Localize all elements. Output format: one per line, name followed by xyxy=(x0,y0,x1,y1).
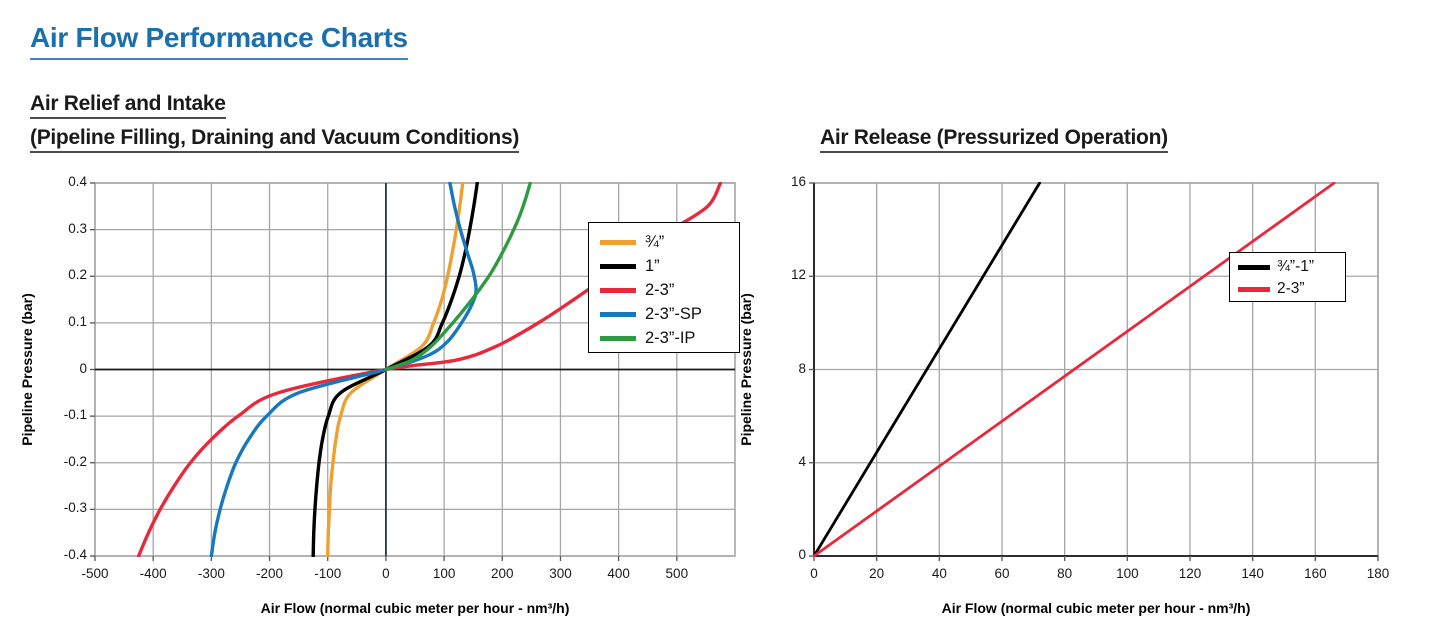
right-chart-legend: ¾”-1” 2-3” xyxy=(1229,252,1346,302)
chart-air-release-pressurized-operation: Pipeline Pressure (bar) Air Flow (normal… xyxy=(738,170,1431,630)
legend-item-label: ¾”-1” xyxy=(1277,258,1315,276)
x-tick-label: 60 xyxy=(994,566,1010,581)
y-tick-label: 0.4 xyxy=(68,174,87,189)
left-legend-item: 2-3”-SP xyxy=(589,302,739,326)
y-tick-label: 12 xyxy=(790,267,806,283)
y-tick-label: 0 xyxy=(79,360,87,376)
y-tick-label: 16 xyxy=(790,174,806,189)
x-tick-label: 80 xyxy=(1057,566,1073,581)
legend-item-label: 2-3” xyxy=(645,280,675,299)
legend-color-swatch xyxy=(600,239,636,245)
y-tick-label: 4 xyxy=(798,453,806,469)
y-tick-label: -0.3 xyxy=(63,500,87,516)
legend-color-swatch xyxy=(1238,286,1270,292)
page-title: Air Flow Performance Charts xyxy=(30,22,408,60)
legend-item-label: ¾” xyxy=(645,232,665,251)
y-tick-label: 0 xyxy=(798,547,806,562)
x-tick-label: 300 xyxy=(549,566,572,581)
x-tick-label: -500 xyxy=(81,566,109,581)
right-legend-item: 2-3” xyxy=(1230,278,1345,300)
y-tick-label: -0.1 xyxy=(63,407,87,423)
x-tick-label: 500 xyxy=(665,566,689,581)
right-legend-item: ¾”-1” xyxy=(1230,256,1345,278)
series-line xyxy=(209,182,478,557)
y-tick-label: 0.2 xyxy=(68,267,87,283)
x-tick-label: 100 xyxy=(1116,566,1139,581)
series-line xyxy=(813,182,1041,557)
x-tick-label: 20 xyxy=(869,566,885,581)
x-tick-label: 160 xyxy=(1304,566,1327,581)
y-tick-label: -0.4 xyxy=(63,547,87,562)
x-tick-label: 40 xyxy=(931,566,947,581)
x-tick-label: -100 xyxy=(314,566,342,581)
x-tick-label: 120 xyxy=(1178,566,1202,581)
right-chart-y-axis-label: Pipeline Pressure (bar) xyxy=(738,293,754,446)
legend-color-swatch xyxy=(1238,264,1270,270)
x-tick-label: 0 xyxy=(810,566,818,581)
y-tick-label: -0.2 xyxy=(63,453,87,469)
right-chart-plot xyxy=(809,182,1379,561)
left-chart-y-axis-label: Pipeline Pressure (bar) xyxy=(19,293,35,446)
x-tick-label: 100 xyxy=(432,566,456,581)
legend-color-swatch xyxy=(600,335,636,341)
x-tick-label: 0 xyxy=(382,566,390,581)
legend-item-label: 2-3” xyxy=(1277,280,1305,298)
left-chart-legend: ¾” 1” 2-3” 2-3”-SP 2-3”-IP xyxy=(588,222,740,353)
x-tick-label: 200 xyxy=(491,566,514,581)
y-tick-label: 0.1 xyxy=(68,313,87,329)
legend-item-label: 2-3”-IP xyxy=(645,328,696,347)
left-legend-item: 2-3”-IP xyxy=(589,326,739,350)
series-line xyxy=(813,182,1336,557)
left-legend-item: ¾” xyxy=(589,230,739,254)
x-tick-label: 400 xyxy=(607,566,630,581)
right-chart-x-axis-label: Air Flow (normal cubic meter per hour - … xyxy=(941,600,1251,616)
left-chart-subtitle-line-1: Air Relief and Intake xyxy=(30,92,226,119)
x-tick-label: -300 xyxy=(197,566,225,581)
legend-color-swatch xyxy=(600,311,636,317)
legend-item-label: 2-3”-SP xyxy=(645,304,702,323)
legend-color-swatch xyxy=(600,287,636,293)
x-tick-label: 140 xyxy=(1241,566,1264,581)
left-chart-subtitle-line-2: (Pipeline Filling, Draining and Vacuum C… xyxy=(30,126,519,153)
legend-color-swatch xyxy=(600,263,636,269)
x-tick-label: 180 xyxy=(1366,566,1390,581)
series-line xyxy=(384,182,532,372)
left-legend-item: 1” xyxy=(589,254,739,278)
right-chart-subtitle: Air Release (Pressurized Operation) xyxy=(820,126,1168,153)
left-chart-x-axis-label: Air Flow (normal cubic meter per hour - … xyxy=(260,600,570,616)
x-tick-label: -400 xyxy=(139,566,167,581)
legend-item-label: 1” xyxy=(645,256,660,275)
left-legend-item: 2-3” xyxy=(589,278,739,302)
x-tick-label: -200 xyxy=(256,566,284,581)
y-tick-label: 0.3 xyxy=(68,220,87,236)
y-tick-label: 8 xyxy=(798,360,806,376)
